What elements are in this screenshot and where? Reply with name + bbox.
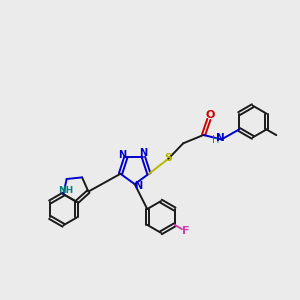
Text: H: H [212, 135, 220, 145]
Text: F: F [182, 226, 189, 236]
Text: N: N [118, 150, 126, 160]
Text: O: O [206, 110, 215, 120]
Text: N: N [216, 133, 225, 143]
Text: NH: NH [58, 186, 74, 195]
Text: N: N [134, 182, 142, 191]
Text: S: S [165, 153, 172, 163]
Text: N: N [140, 148, 148, 158]
